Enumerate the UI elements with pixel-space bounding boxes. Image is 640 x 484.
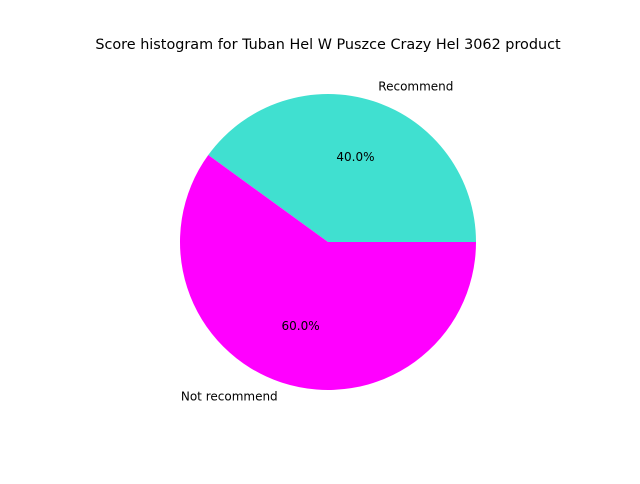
- chart-title: Score histogram for Tuban Hel W Puszce C…: [95, 37, 561, 53]
- slice-label: Not recommend: [181, 389, 278, 403]
- slice-label: Recommend: [378, 80, 453, 94]
- slice-percent-label: 40.0%: [336, 150, 374, 164]
- pie-labels: Recommend 40.0% Not recommend 60.0%: [181, 80, 454, 404]
- pie-slice-recommend: [208, 94, 477, 242]
- slice-percent-label: 60.0%: [281, 319, 319, 333]
- pie-slices: [180, 94, 477, 390]
- pie-slice-not-recommend: [180, 155, 476, 390]
